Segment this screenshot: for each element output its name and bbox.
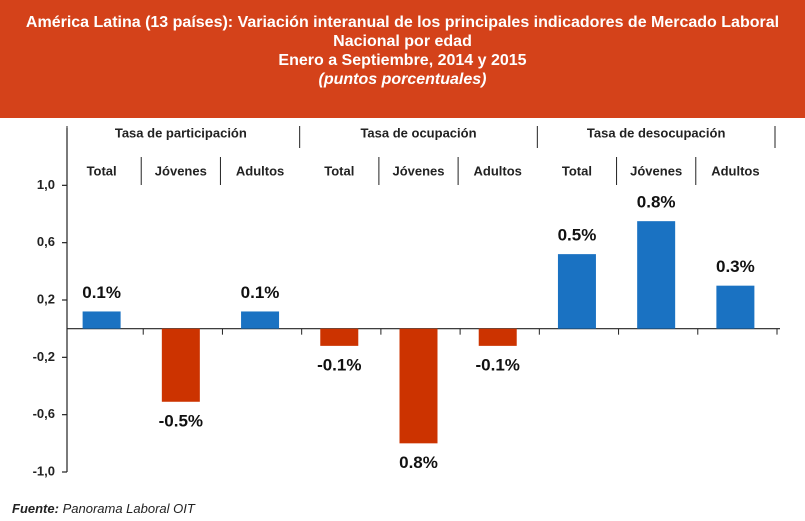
title-box: América Latina (13 países): Variación in… bbox=[0, 0, 805, 118]
bar bbox=[82, 311, 121, 329]
y-tick-label: 0,2 bbox=[37, 291, 55, 306]
value-label: 0.1% bbox=[241, 283, 280, 302]
bar bbox=[557, 254, 596, 329]
value-label: -0.1% bbox=[476, 355, 520, 374]
bar bbox=[637, 221, 676, 329]
x-tick-label: Jóvenes bbox=[155, 163, 207, 178]
source-text: Panorama Laboral OIT bbox=[62, 501, 195, 516]
group-label: Tasa de ocupación bbox=[360, 125, 476, 140]
y-tick-label: 1,0 bbox=[37, 177, 55, 192]
value-label: 0.3% bbox=[716, 257, 755, 276]
y-tick-label: 0,6 bbox=[37, 234, 55, 249]
value-label: 0.5% bbox=[558, 226, 597, 245]
x-tick-label: Adultos bbox=[474, 163, 522, 178]
bar bbox=[320, 328, 359, 346]
value-label: -0.1% bbox=[317, 355, 361, 374]
value-label: 0.8% bbox=[399, 453, 438, 472]
bar bbox=[716, 285, 755, 329]
value-label: 0.1% bbox=[82, 283, 121, 302]
chart-title: América Latina (13 países): Variación in… bbox=[25, 14, 780, 50]
bar bbox=[399, 328, 438, 444]
x-tick-label: Total bbox=[562, 163, 592, 178]
y-tick-label: -0,6 bbox=[33, 406, 55, 421]
x-tick-label: Adultos bbox=[236, 163, 284, 178]
y-tick-label: -0,2 bbox=[33, 349, 55, 364]
y-tick-label: -1,0 bbox=[33, 463, 55, 478]
source-label: Fuente: bbox=[12, 501, 59, 516]
bar bbox=[241, 311, 280, 329]
value-label: -0.5% bbox=[159, 411, 203, 430]
unit-note: (puntos porcentuales) bbox=[318, 71, 487, 88]
x-tick-label: Total bbox=[324, 163, 354, 178]
bar bbox=[161, 328, 200, 402]
x-tick-label: Jóvenes bbox=[392, 163, 444, 178]
x-tick-label: Total bbox=[87, 163, 117, 178]
group-label: Tasa de participación bbox=[115, 125, 247, 140]
bar bbox=[478, 328, 517, 346]
source: Fuente: Panorama Laboral OIT bbox=[12, 501, 195, 516]
group-label: Tasa de desocupación bbox=[587, 125, 726, 140]
chart-subtitle: Enero a Septiembre, 2014 y 2015 bbox=[278, 52, 527, 69]
value-label: 0.8% bbox=[637, 193, 676, 212]
x-tick-label: Jóvenes bbox=[630, 163, 682, 178]
x-tick-label: Adultos bbox=[711, 163, 759, 178]
